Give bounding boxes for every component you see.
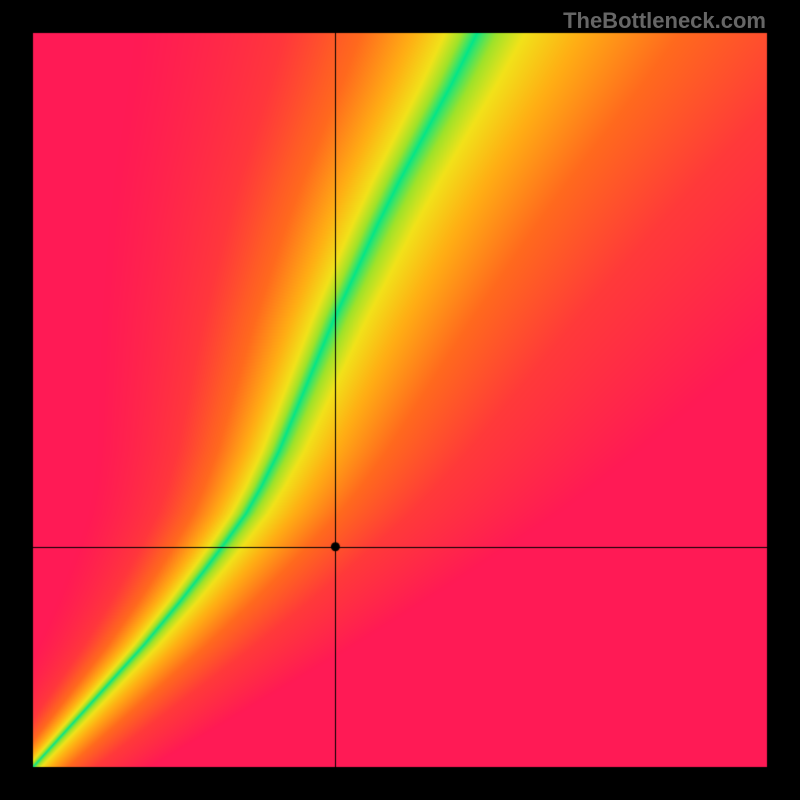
watermark-text: TheBottleneck.com xyxy=(563,8,766,34)
bottleneck-heatmap xyxy=(0,0,800,800)
